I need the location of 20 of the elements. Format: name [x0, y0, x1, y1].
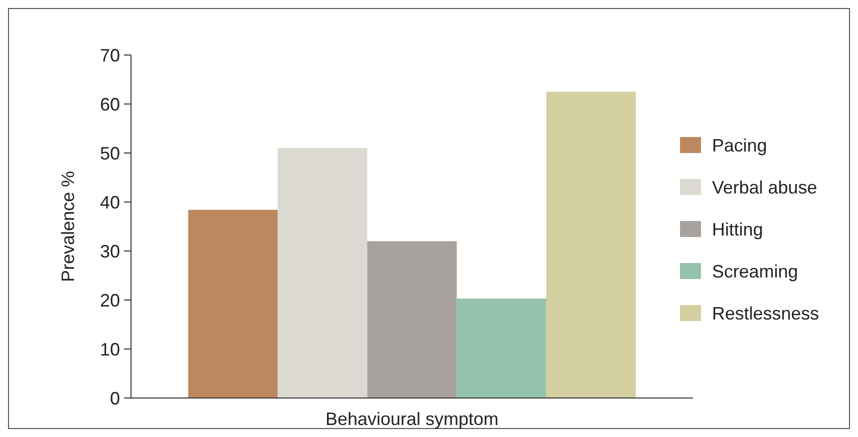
y-axis-title: Prevalence % — [58, 170, 78, 282]
y-tick-label: 30 — [100, 241, 120, 262]
x-axis-title: Behavioural symptom — [325, 409, 499, 429]
y-tick-label: 10 — [100, 339, 120, 360]
bar — [546, 92, 636, 398]
bar — [188, 210, 278, 398]
y-tick-label: 0 — [110, 388, 120, 408]
y-tick-label: 20 — [100, 290, 120, 310]
legend-label: Restlessness — [712, 303, 820, 324]
bar — [456, 298, 546, 398]
y-tick-label: 40 — [100, 192, 120, 212]
y-tick-label: 50 — [100, 143, 120, 164]
legend-label: Pacing — [712, 135, 768, 156]
bar — [278, 148, 368, 398]
y-tick-label: 60 — [100, 94, 120, 114]
legend-label: Verbal abuse — [712, 177, 818, 198]
legend-label: Hitting — [712, 219, 764, 240]
y-tick-label: 70 — [100, 45, 120, 66]
legend-label: Screaming — [712, 261, 798, 282]
bar — [367, 241, 457, 398]
